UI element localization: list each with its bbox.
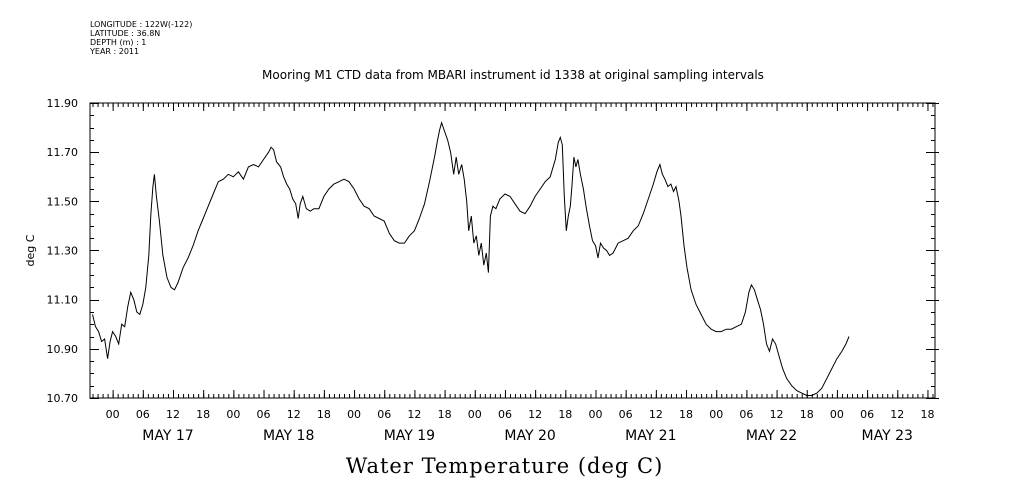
y-tick-label: 11.30 [47,245,79,258]
depth-label: DEPTH (m) : 1 [90,38,147,47]
x-tick-label: 00 [347,408,361,421]
x-tick-label: 12 [770,408,784,421]
x-tick-label: 18 [438,408,452,421]
temperature-series-line [92,121,850,396]
day-label: MAY 20 [504,428,555,444]
year-label: YEAR : 2011 [90,47,140,56]
x-tick-label: 12 [166,408,180,421]
x-tick-label: 18 [317,408,331,421]
x-tick-label: 06 [619,408,633,421]
station-info: LONGITUDE : 122W(-122) LATITUDE : 36.8N … [90,20,192,56]
x-tick-label: 00 [588,408,602,421]
day-labels: MAY 17 MAY 18 MAY 19 MAY 20 MAY 21 MAY 22 MAY … [142,428,913,444]
x-tick-label: 06 [860,408,874,421]
x-tick-label: 18 [800,408,814,421]
day-label: MAY 18 [263,428,314,444]
x-axis-label: Water Temperature (deg C) [345,454,664,478]
day-label: MAY 21 [625,428,676,444]
day-label: MAY 17 [142,428,193,444]
chart-title: Mooring M1 CTD data from MBARI instrumen… [262,68,764,82]
plot-frame [89,102,936,399]
y-tick-label: 11.10 [47,294,79,307]
x-tick-label: 12 [649,408,663,421]
x-tick-label: 00 [106,408,120,421]
y-tick-label: 10.90 [47,343,79,356]
y-tick-labels: 10.70 10.90 11.10 11.30 11.50 11.70 11.90 [47,97,79,405]
x-tick-labels: 00 06 12 18 00 06 12 18 00 06 12 18 00 06 12 18 00 06 12 18… [106,408,935,421]
x-tick-label: 06 [739,408,753,421]
x-tick-label: 18 [920,408,934,421]
x-tick-label: 12 [407,408,421,421]
x-tick-label: 06 [498,408,512,421]
x-tick-label: 12 [890,408,904,421]
major-ticks [90,103,939,399]
x-tick-label: 00 [468,408,482,421]
x-tick-label: 06 [377,408,391,421]
day-label: MAY 22 [746,428,797,444]
y-tick-label: 11.90 [47,97,79,110]
x-tick-label: 00 [830,408,844,421]
day-label: MAY 23 [862,428,913,444]
x-tick-label: 00 [226,408,240,421]
latitude-label: LATITUDE : 36.8N [90,29,161,38]
x-tick-label: 06 [136,408,150,421]
x-tick-label: 06 [257,408,271,421]
y-tick-label: 11.50 [47,195,79,208]
x-tick-label: 12 [287,408,301,421]
y-axis-label: deg C [24,234,37,266]
day-label: MAY 19 [384,428,435,444]
x-tick-label: 18 [196,408,210,421]
x-tick-label: 18 [558,408,572,421]
y-tick-label: 11.70 [47,146,79,159]
minor-ticks [90,103,935,399]
x-tick-label: 00 [709,408,723,421]
x-tick-label: 18 [679,408,693,421]
x-tick-label: 12 [528,408,542,421]
longitude-label: LONGITUDE : 122W(-122) [90,20,193,29]
y-tick-label: 10.70 [47,392,79,405]
